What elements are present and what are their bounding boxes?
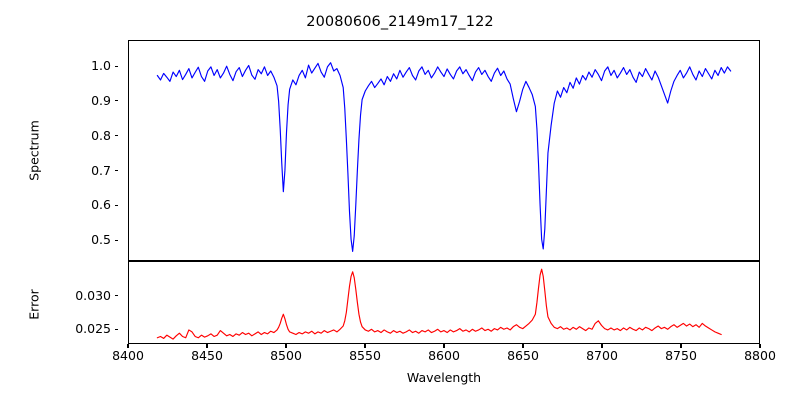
y-tick-mark	[114, 169, 118, 172]
y-tick-label: 0.6	[91, 197, 111, 213]
y-tick-label: 0.025	[75, 321, 111, 337]
y-tick-mark	[114, 239, 118, 241]
y-tick-mark	[114, 100, 118, 102]
x-tick-label: 8750	[665, 348, 697, 363]
y-tick-mark	[114, 295, 118, 297]
y-tick-label: 0.7	[91, 162, 111, 178]
x-tick-label: 8400	[112, 348, 144, 363]
x-tick-label: 8800	[744, 348, 776, 363]
x-tick-label: 8700	[586, 348, 618, 363]
x-tick-mark	[522, 344, 524, 348]
x-tick-mark	[601, 344, 603, 348]
y-tick-label: 0.9	[91, 92, 111, 108]
x-tick-label: 8650	[507, 348, 539, 363]
error-plot-area	[128, 261, 760, 344]
chart-title: 20080606_2149m17_122	[306, 14, 494, 30]
x-tick-label: 8600	[428, 348, 460, 363]
error-line-series	[129, 262, 759, 343]
y-tick-mark	[114, 204, 118, 206]
x-tick-mark	[680, 344, 682, 348]
y-tick-label: 0.5	[91, 231, 111, 247]
x-axis-label: Wavelength	[406, 370, 482, 385]
spectrum-y-axis-label: Spectrum	[26, 120, 42, 181]
y-tick-label: 1.0	[91, 57, 111, 73]
x-tick-mark	[127, 344, 129, 348]
x-tick-mark	[759, 344, 761, 348]
y-tick-label: 0.8	[91, 127, 111, 143]
x-tick-mark	[206, 344, 208, 348]
y-tick-mark	[114, 328, 118, 330]
y-tick-mark	[114, 65, 118, 67]
x-tick-mark	[443, 344, 445, 348]
y-tick-label: 0.030	[75, 287, 111, 303]
error-y-axis: 0.025 0.030	[0, 261, 118, 344]
y-tick-mark	[114, 135, 118, 137]
x-tick-label: 8450	[191, 348, 223, 363]
x-tick-mark	[285, 344, 287, 348]
x-tick-label: 8500	[270, 348, 302, 363]
x-tick-label: 8550	[349, 348, 381, 363]
spectrum-y-axis: 0.5 0.6 0.7 0.8 0.9 1.0	[0, 40, 118, 261]
spectrum-plot-area	[128, 40, 760, 261]
error-y-axis-label: Error	[26, 289, 42, 320]
spectrum-line-series	[129, 41, 759, 260]
x-tick-mark	[364, 344, 366, 348]
